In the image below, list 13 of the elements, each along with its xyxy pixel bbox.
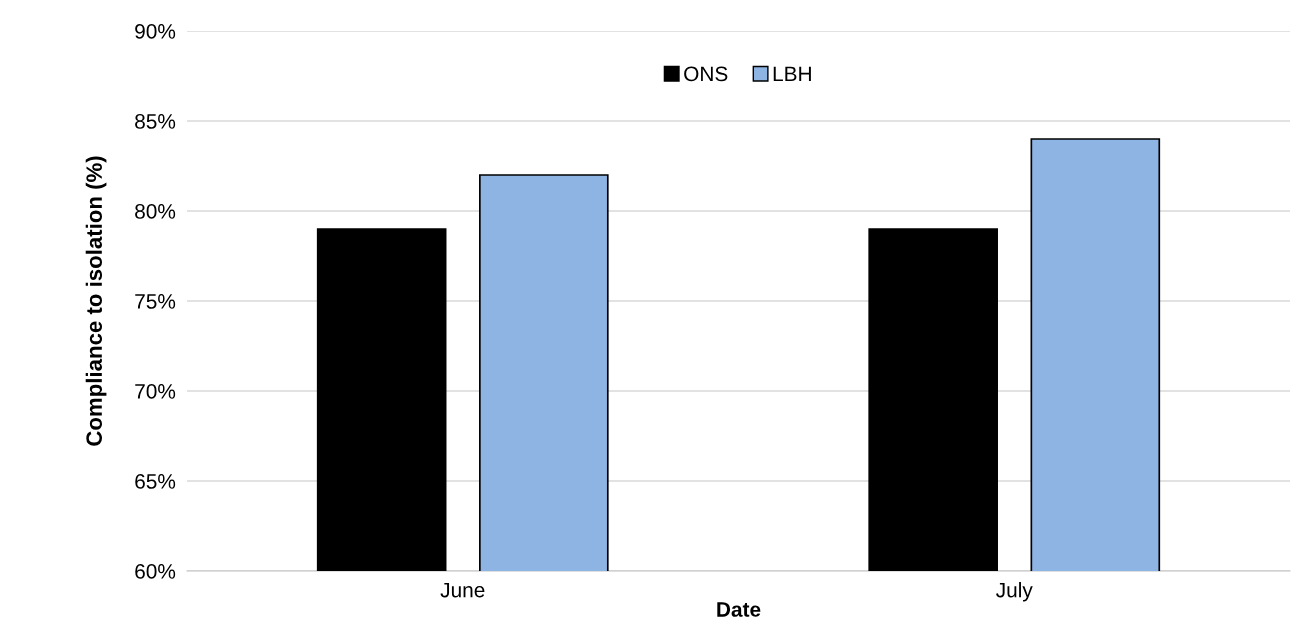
y-axis-title: Compliance to isolation (%) xyxy=(85,156,107,446)
legend-label: ONS xyxy=(684,66,728,82)
x-tick-label: June xyxy=(440,582,485,598)
y-tick-label: 60% xyxy=(135,564,176,579)
y-tick-label: 65% xyxy=(135,474,176,489)
y-tick-label: 80% xyxy=(135,204,176,219)
legend-label: LBH xyxy=(773,66,811,82)
y-tick-label: 70% xyxy=(135,384,176,399)
y-tick-label: 85% xyxy=(135,114,176,129)
x-axis-title: Date xyxy=(717,602,761,617)
y-tick-label: 75% xyxy=(135,294,176,309)
y-tick-label: 90% xyxy=(135,24,176,39)
x-tick-label: July xyxy=(996,582,1033,602)
